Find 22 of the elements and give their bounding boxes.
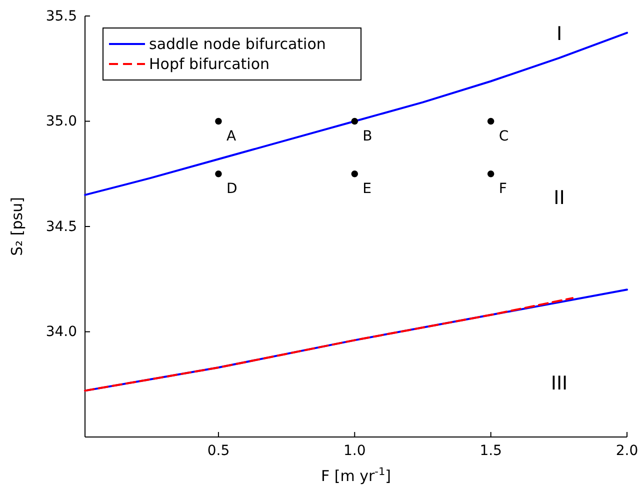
annotation: B (362, 128, 372, 144)
y-tick-label: 34.0 (46, 324, 77, 340)
line-series (84, 297, 574, 392)
x-tick-label: 1.0 (344, 442, 366, 459)
x-tick-label: 2.0 (616, 442, 638, 459)
legend-label: saddle node bifurcation (149, 35, 326, 53)
annotation: I (556, 22, 562, 45)
y-tick-label: 35.0 (46, 114, 77, 130)
annotation: D (226, 180, 238, 197)
annotation: III (550, 372, 568, 394)
x-tick-label: 1.5 (480, 442, 502, 459)
annotation: F (498, 180, 507, 197)
y-axis-title: S₂ [psu] (8, 197, 26, 256)
annotation: II (554, 187, 565, 210)
annotation: C (498, 128, 509, 144)
y-tick-label: 34.5 (46, 218, 77, 235)
annotation: E (362, 180, 372, 197)
x-axis-title: F [m yr$^{-1}$] (320, 466, 392, 485)
legend-label: Hopf bifurcation (149, 55, 270, 73)
y-tick-label: 35.5 (46, 8, 77, 24)
annotation: A (226, 128, 236, 144)
x-tick-label: 0.5 (207, 442, 230, 459)
